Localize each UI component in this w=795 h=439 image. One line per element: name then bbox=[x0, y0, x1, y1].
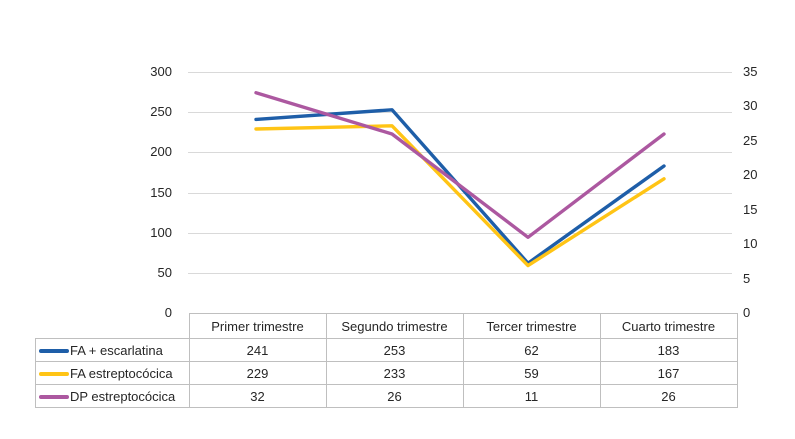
column-header: Tercer trimestre bbox=[462, 313, 601, 339]
value-cell: 59 bbox=[462, 361, 601, 385]
value-cell: 233 bbox=[325, 361, 464, 385]
value-cell: 26 bbox=[599, 384, 738, 408]
gridline bbox=[188, 273, 732, 274]
table-row: FA estreptocócica 229 233 59 167 bbox=[35, 361, 738, 385]
gridline bbox=[188, 112, 732, 113]
value-cell: 183 bbox=[599, 338, 738, 362]
value-cell: 11 bbox=[462, 384, 601, 408]
series-line-dp-estreptoc-cica bbox=[254, 91, 666, 240]
legend-label: DP estreptocócica bbox=[70, 389, 176, 405]
right-axis-tick-label: 30 bbox=[743, 98, 758, 114]
legend-marker bbox=[39, 371, 69, 376]
table-row: FA + escarlatina 241 253 62 183 bbox=[35, 338, 738, 362]
legend-label: FA estreptocócica bbox=[70, 366, 173, 382]
column-header: Primer trimestre bbox=[188, 313, 327, 339]
right-axis-tick-label: 20 bbox=[743, 167, 758, 183]
left-axis-tick-label: 0 bbox=[164, 305, 172, 320]
left-axis-tick-label: 250 bbox=[150, 104, 172, 120]
right-axis-tick-label: 15 bbox=[743, 201, 758, 217]
plot-area bbox=[254, 91, 666, 268]
value-cell: 32 bbox=[188, 384, 327, 408]
gridline bbox=[188, 233, 732, 234]
left-axis-tick-label: 100 bbox=[150, 224, 172, 240]
value-cell: 253 bbox=[325, 338, 464, 362]
value-cell: 229 bbox=[188, 361, 327, 385]
gridline bbox=[188, 152, 732, 153]
table-corner-cell bbox=[36, 314, 190, 339]
table-row: DP estreptocócica 32 26 11 26 bbox=[35, 384, 738, 408]
value-cell: 62 bbox=[462, 338, 601, 362]
left-axis-tick-label: 200 bbox=[150, 144, 172, 160]
value-cell: 241 bbox=[188, 338, 327, 362]
legend-cell: DP estreptocócica bbox=[35, 384, 190, 408]
legend-marker bbox=[39, 394, 69, 399]
table-header-row: Primer trimestre Segundo trimestre Tercer … bbox=[36, 313, 738, 339]
right-axis-tick-label: 5 bbox=[743, 270, 751, 286]
right-axis-tick-label: 0 bbox=[743, 305, 751, 320]
left-axis-tick-label: 150 bbox=[150, 184, 172, 200]
data-table: Primer trimestre Segundo trimestre Tercer … bbox=[35, 313, 738, 408]
series-line-fa-estreptoc-cica bbox=[254, 124, 666, 268]
right-axis-tick-label: 10 bbox=[743, 236, 758, 252]
left-axis-tick-label: 50 bbox=[157, 264, 172, 280]
legend-cell: FA estreptocócica bbox=[35, 361, 190, 385]
gridline bbox=[188, 72, 732, 73]
right-axis-tick-label: 25 bbox=[743, 132, 758, 148]
value-cell: 167 bbox=[599, 361, 738, 385]
legend-marker bbox=[39, 348, 69, 353]
legend-label: FA + escarlatina bbox=[70, 343, 163, 359]
legend-cell: FA + escarlatina bbox=[35, 338, 190, 362]
value-cell: 26 bbox=[325, 384, 464, 408]
column-header: Segundo trimestre bbox=[325, 313, 464, 339]
column-header: Cuarto trimestre bbox=[599, 313, 738, 339]
right-axis-tick-label: 35 bbox=[743, 64, 758, 79]
left-axis-tick-label: 300 bbox=[150, 64, 172, 79]
